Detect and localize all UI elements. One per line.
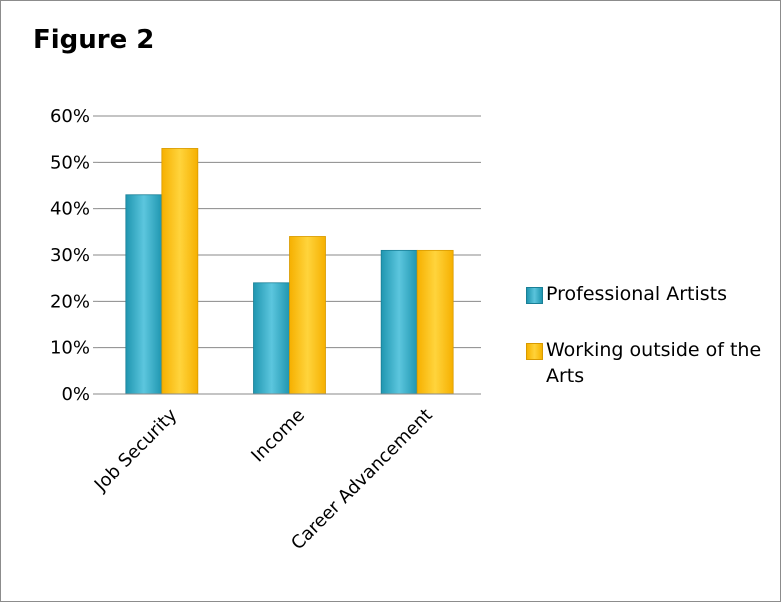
y-tick-label: 50% (50, 152, 90, 173)
x-category-label: Income (247, 405, 309, 467)
x-category-label: Career Advancement (287, 405, 437, 555)
y-tick-label: 40% (50, 199, 90, 220)
legend-label: Professional Artists (546, 283, 728, 305)
legend-item-working-outside: Working outside of the Arts (526, 337, 776, 389)
y-tick-label: 0% (61, 384, 90, 405)
y-tick-label: 10% (50, 338, 90, 359)
legend-swatch-blue (526, 287, 543, 304)
bars (125, 148, 454, 395)
bar-professional-artists (253, 282, 290, 395)
legend-swatch-gold (526, 343, 543, 360)
bar-working-outside (161, 148, 199, 395)
y-tick-label: 20% (50, 291, 90, 312)
legend: Professional Artists Working outside of … (526, 281, 776, 389)
y-axis-ticks: 0% 10% 20% 30% 40% 50% 60% (50, 106, 98, 405)
bar-professional-artists (380, 249, 418, 395)
legend-label: Working outside of the Arts (546, 339, 762, 387)
y-tick-label: 60% (50, 106, 90, 127)
bar-working-outside (416, 249, 454, 395)
bar-working-outside (289, 236, 326, 395)
legend-item-professional-artists: Professional Artists (526, 281, 776, 307)
y-tick-label: 30% (50, 245, 90, 266)
figure-title: Figure 2 (33, 25, 155, 55)
x-category-label: Job Security (90, 404, 182, 496)
bar-professional-artists (125, 194, 163, 395)
